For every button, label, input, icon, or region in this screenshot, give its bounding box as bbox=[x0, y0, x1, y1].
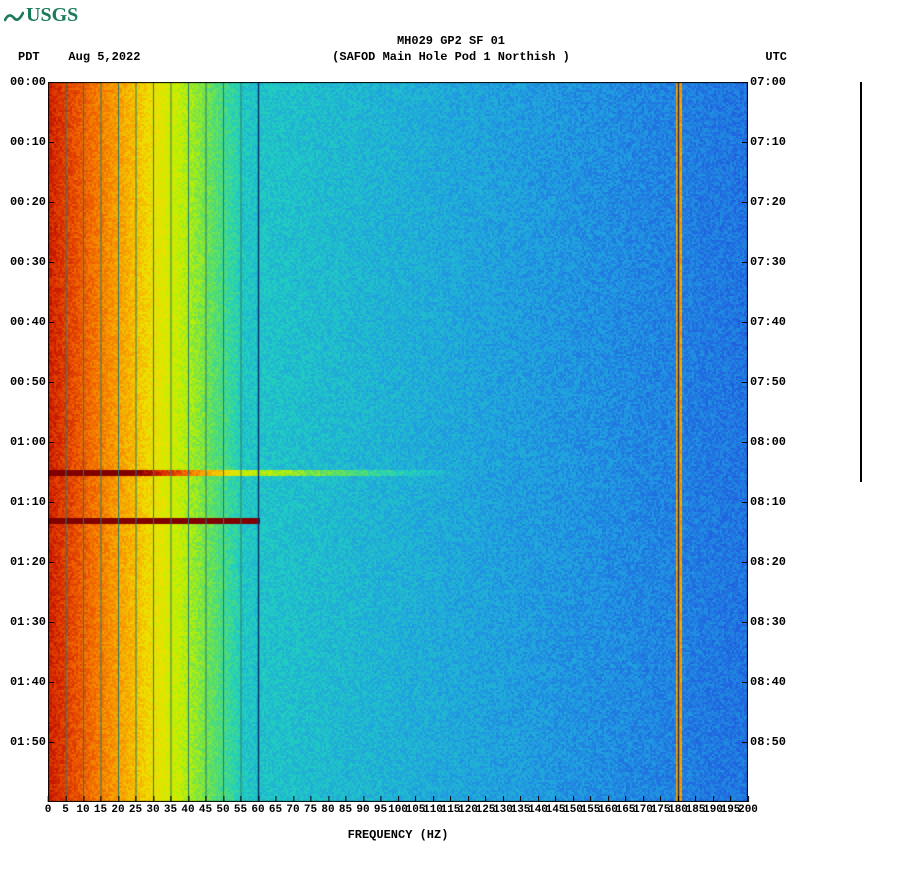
usgs-wave-icon bbox=[4, 6, 24, 26]
page-root: USGS MH029 GP2 SF 01 (SAFOD Main Hole Po… bbox=[0, 0, 902, 892]
ytick-left: 01:10 bbox=[10, 495, 46, 509]
tz-left-label: PDT bbox=[18, 50, 40, 64]
ytick-right: 08:50 bbox=[750, 735, 786, 749]
usgs-logo-text: USGS bbox=[26, 4, 78, 27]
xtick: 35 bbox=[164, 804, 177, 816]
xtick: 5 bbox=[62, 804, 69, 816]
timezone-right: UTC bbox=[765, 50, 787, 64]
xtick: 70 bbox=[286, 804, 299, 816]
xtick: 20 bbox=[111, 804, 124, 816]
ytick-left: 01:30 bbox=[10, 615, 46, 629]
xtick: 75 bbox=[304, 804, 317, 816]
y-axis-left: 00:0000:1000:2000:3000:4000:5001:0001:10… bbox=[0, 82, 46, 802]
xtick: 50 bbox=[216, 804, 229, 816]
xtick: 15 bbox=[94, 804, 107, 816]
xtick: 10 bbox=[76, 804, 89, 816]
header-date: Aug 5,2022 bbox=[68, 50, 140, 64]
plot-title: MH029 GP2 SF 01 bbox=[0, 34, 902, 48]
ytick-right: 07:00 bbox=[750, 75, 786, 89]
xtick: 85 bbox=[339, 804, 352, 816]
xtick: 0 bbox=[45, 804, 52, 816]
ytick-left: 01:00 bbox=[10, 435, 46, 449]
ytick-left: 00:10 bbox=[10, 135, 46, 149]
ytick-right: 07:10 bbox=[750, 135, 786, 149]
spectrogram-plot: 00:0000:1000:2000:3000:4000:5001:0001:10… bbox=[48, 82, 748, 802]
ytick-right: 08:00 bbox=[750, 435, 786, 449]
ytick-right: 08:30 bbox=[750, 615, 786, 629]
ytick-left: 01:40 bbox=[10, 675, 46, 689]
xtick: 65 bbox=[269, 804, 282, 816]
spectrogram-canvas bbox=[48, 82, 748, 802]
ytick-left: 00:40 bbox=[10, 315, 46, 329]
xtick: 60 bbox=[251, 804, 264, 816]
ytick-left: 00:50 bbox=[10, 375, 46, 389]
xtick: 90 bbox=[356, 804, 369, 816]
y-axis-right: 07:0007:1007:2007:3007:4007:5008:0008:10… bbox=[750, 82, 800, 802]
ytick-right: 08:10 bbox=[750, 495, 786, 509]
xtick: 95 bbox=[374, 804, 387, 816]
ytick-left: 00:30 bbox=[10, 255, 46, 269]
ytick-right: 08:20 bbox=[750, 555, 786, 569]
ytick-left: 00:20 bbox=[10, 195, 46, 209]
colorbar-stub bbox=[860, 82, 862, 482]
ytick-right: 07:30 bbox=[750, 255, 786, 269]
ytick-right: 07:50 bbox=[750, 375, 786, 389]
ytick-right: 07:20 bbox=[750, 195, 786, 209]
ytick-left: 01:20 bbox=[10, 555, 46, 569]
ytick-right: 07:40 bbox=[750, 315, 786, 329]
timezone-left: PDT Aug 5,2022 bbox=[18, 50, 140, 64]
xtick: 45 bbox=[199, 804, 212, 816]
ytick-left: 00:00 bbox=[10, 75, 46, 89]
xtick: 55 bbox=[234, 804, 247, 816]
ytick-left: 01:50 bbox=[10, 735, 46, 749]
xtick: 25 bbox=[129, 804, 142, 816]
xtick: 30 bbox=[146, 804, 159, 816]
x-axis-label: FREQUENCY (HZ) bbox=[48, 828, 748, 842]
ytick-right: 08:40 bbox=[750, 675, 786, 689]
x-axis: 0510152025303540455055606570758085909510… bbox=[48, 804, 748, 826]
usgs-logo: USGS bbox=[4, 4, 78, 27]
xtick: 40 bbox=[181, 804, 194, 816]
xtick: 200 bbox=[738, 804, 758, 816]
xtick: 80 bbox=[321, 804, 334, 816]
